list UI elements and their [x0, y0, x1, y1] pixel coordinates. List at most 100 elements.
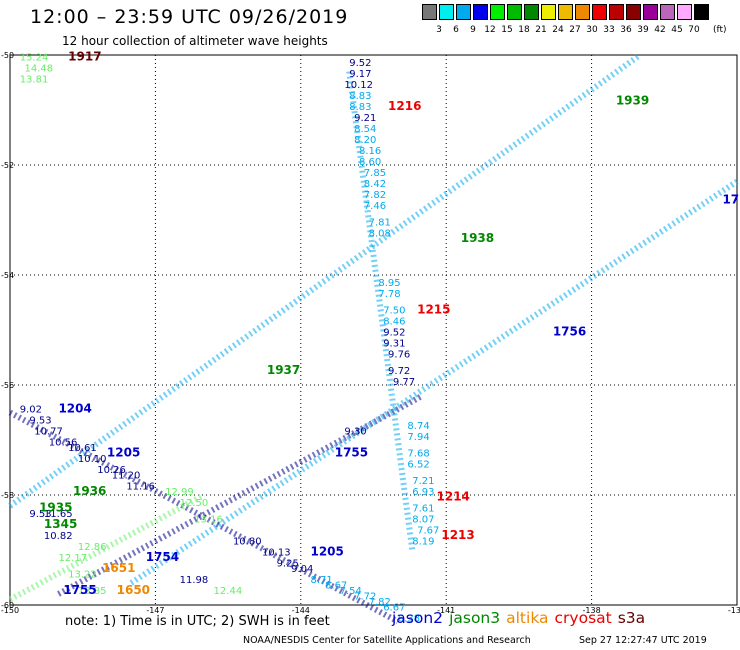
wave-height-value: 8.46 [383, 317, 405, 328]
wave-height-value: 9.52 [383, 328, 405, 339]
pass-time-label: 1917 [68, 50, 101, 64]
scale-label: 3 [436, 25, 442, 35]
pass-time-label: 1755 [63, 583, 96, 597]
longitude-tick-label: -141 [437, 606, 455, 615]
wave-height-value: 9.52 [349, 58, 371, 69]
satellite-track [8, 492, 206, 603]
map-subtitle: 12 hour collection of altimeter wave hei… [62, 34, 328, 48]
wave-height-value: 7.85 [364, 168, 386, 179]
wave-height-value: 7.82 [364, 190, 386, 201]
pass-time-label: 1757 [722, 193, 740, 207]
map-axes: -150 -147 -144 -141 -138 -135 -50 -52 -54 -56 -58 -… [1, 51, 740, 615]
scale-swatch [456, 4, 471, 20]
wave-height-value: 10.56 [49, 438, 78, 449]
satellite-legend-s3a: s3a [617, 609, 646, 627]
wave-height-value: 7.67 [417, 526, 439, 537]
satellite-legend-altika: altika [506, 609, 549, 627]
scale-label: 42 [654, 25, 666, 35]
wave-height-value: 15.24 [20, 53, 49, 64]
wave-height-value: 7.94 [407, 432, 429, 443]
wave-height-value: 9.30 [344, 427, 366, 438]
satellite-track [129, 178, 739, 586]
longitude-tick-label: -147 [146, 606, 164, 615]
longitude-tick-label: -144 [292, 606, 310, 615]
pass-time-label: 1650 [117, 583, 150, 597]
pass-time-label: 1345 [44, 517, 77, 531]
scale-swatch [626, 4, 641, 20]
wave-height-value: 9.04 [291, 564, 313, 575]
footer-credit: NOAA/NESDIS Center for Satellite Applica… [243, 635, 531, 646]
wave-height-value: 10.80 [233, 537, 262, 548]
wave-height-value: 13.81 [20, 75, 49, 86]
satellite-track [57, 393, 424, 597]
longitude-tick-label: -150 [1, 606, 19, 615]
scale-label: 30 [586, 25, 598, 35]
wave-height-value: 9.72 [388, 366, 410, 377]
wave-height-value: 10.12 [344, 80, 373, 91]
pass-time-label: 1205 [107, 446, 140, 460]
scale-swatch [677, 4, 692, 20]
scale-label: 45 [671, 25, 683, 35]
pass-time-label: 1204 [58, 402, 91, 416]
wave-height-value: 9.77 [393, 377, 415, 388]
wave-height-value: 8.83 [349, 91, 371, 102]
wave-height-value: 8.16 [359, 146, 381, 157]
wave-height-value: 13.22 [68, 570, 97, 581]
scale-swatch [490, 4, 505, 20]
footer-note: note: 1) Time is in UTC; 2) SWH is in fe… [65, 614, 330, 629]
wave-height-value: 8.54 [354, 124, 376, 135]
pass-time-label: 1939 [616, 94, 649, 108]
satellite-legend: jason2 jason3 altika cryosat s3a [392, 609, 651, 627]
scale-label: 12 [484, 25, 496, 35]
scale-label: 18 [518, 25, 530, 35]
pass-time-label: 1215 [417, 303, 450, 317]
wave-height-value: 7.78 [378, 289, 400, 300]
scale-swatch [643, 4, 658, 20]
pass-time-label: 1756 [553, 325, 586, 339]
wave-height-value: 11.20 [112, 471, 141, 482]
map-title: 12:00 – 23:59 UTC 09/26/2019 [30, 6, 349, 28]
satellite-track [346, 71, 416, 551]
wave-height-value: 7.72 [354, 592, 376, 603]
wave-height-value: 12.86 [78, 542, 107, 553]
satellite-legend-cryosat: cryosat [554, 609, 612, 627]
wave-height-value: 6.67 [383, 603, 405, 614]
wave-height-value: 8.83 [349, 102, 371, 113]
pass-time-label: 1754 [146, 550, 179, 564]
scale-label: 21 [535, 25, 547, 35]
pass-time-label: 1936 [73, 484, 106, 498]
pass-time-label: 1935 [39, 501, 72, 515]
wave-height-value: 11.65 [44, 509, 73, 520]
wave-height-value: 7.21 [412, 476, 434, 487]
pass-time-label: 1216 [388, 99, 421, 113]
wave-height-value: 10.82 [44, 531, 73, 542]
wave-height-value: 8.20 [354, 135, 376, 146]
scale-label: 15 [501, 25, 513, 35]
wave-height-value: 7.54 [340, 586, 362, 597]
scale-label: 36 [620, 25, 632, 35]
wave-height-value: 12.44 [214, 586, 243, 597]
wave-height-value: 9.53 [29, 509, 51, 520]
wave-height-value: 8.07 [412, 515, 434, 526]
longitude-tick-label: -138 [583, 606, 601, 615]
wave-height-value: 12.99 [165, 487, 194, 498]
scale-swatch [473, 4, 488, 20]
scale-label: 24 [552, 25, 564, 35]
pass-time-label: 1214 [437, 490, 470, 504]
wave-height-value: 9.21 [354, 113, 376, 124]
scale-swatch [694, 4, 709, 20]
wave-height-value: 9.17 [349, 69, 371, 80]
latitude-tick-label: -52 [1, 161, 14, 170]
wave-height-value: 8.95 [378, 278, 400, 289]
wave-height-value: 12.50 [180, 498, 209, 509]
wave-height-value: 11.98 [180, 575, 209, 586]
wave-height-value: 8.08 [369, 229, 391, 240]
scale-swatch [609, 4, 624, 20]
wave-height-value: 7.46 [364, 201, 386, 212]
satellite-track [8, 52, 642, 509]
wave-height-value: 9.53 [29, 416, 51, 427]
wave-height-value: 9.76 [388, 350, 410, 361]
satellite-legend-jason2: jason2 [392, 609, 444, 627]
wave-height-value: 10.77 [34, 427, 63, 438]
